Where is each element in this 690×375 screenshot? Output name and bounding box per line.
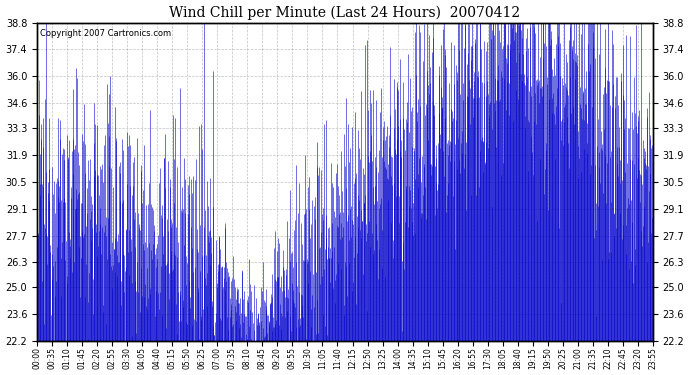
Title: Wind Chill per Minute (Last 24 Hours)  20070412: Wind Chill per Minute (Last 24 Hours) 20… — [170, 6, 520, 20]
Text: Copyright 2007 Cartronics.com: Copyright 2007 Cartronics.com — [40, 29, 171, 38]
